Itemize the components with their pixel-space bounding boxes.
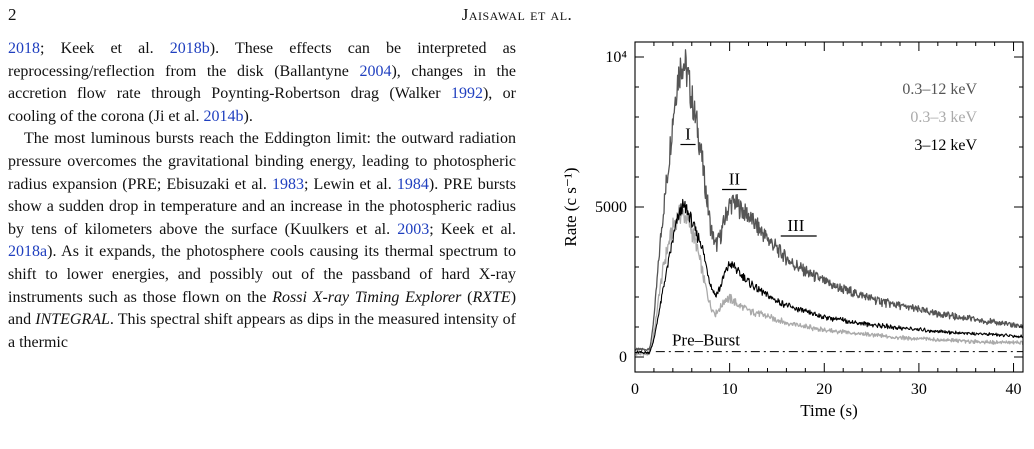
text-run: ). PRE bursts show a sudden drop in temp… [8,175,517,238]
y-tick-label: 0 [619,349,627,366]
series-line-0 [634,49,1024,352]
legend-entry: 0.3–3 keV [910,109,977,126]
y-tick-label: 10⁴ [605,49,627,66]
annotation-label: Pre–Burst [672,331,740,350]
annotation-label: III [787,216,804,235]
text-run: ). [243,107,253,125]
x-tick-label: 30 [911,381,927,398]
text-run: ), changes in the accretion flow rate th… [8,62,517,103]
legend-entry: 0.3–12 keV [902,81,977,98]
paragraph-1: 2018; Keek et al. 2018b). These effects … [8,38,516,128]
text-run: ). As it expands, the photosphere cools … [8,243,516,306]
citation-link[interactable]: 2018b [169,40,210,57]
series-layer [634,49,1024,356]
citation-link[interactable]: 2018 [8,40,40,57]
citation-link[interactable]: 2004 [359,62,392,80]
y-tick-label: 5000 [595,199,627,216]
x-axis-label: Time (s) [800,401,857,420]
annotation-label: II [729,170,741,189]
x-tick-label: 20 [816,381,832,398]
citation-link[interactable]: 2018a [8,243,48,261]
italic-text: Rossi X-ray Timing Explorer [272,288,462,306]
text-run: ( [461,288,473,306]
series-line-2 [634,198,1024,355]
axis-layer: 0 10 20 30 40 0 5000 10⁴ Time (s) Rate (c s⁻¹) [561,41,1024,420]
x-tick-label: 10 [722,381,738,398]
x-tick-label: 40 [1006,381,1022,398]
text-run: ; Keek et al. [429,220,517,238]
italic-text: INTEGRAL [35,311,110,329]
text-run: ; Lewin et al. [303,175,397,193]
legend-entry: 3–12 keV [914,137,977,154]
paragraph-2: The most luminous bursts reach the Eddin… [8,128,516,354]
page-number: 2 [8,5,17,24]
y-axis-label: Rate (c s⁻¹) [561,167,580,246]
citation-link[interactable]: 2014b [203,107,244,125]
text-run: ), or cooling of the corona (Ji et al. [8,85,516,125]
text-run: ). These effects can be interpreted as r… [8,40,517,80]
italic-text: RXTE [472,288,511,306]
text-run: ; Keek et al. [40,40,170,57]
citation-link[interactable]: 1983 [271,175,304,193]
running-head: Jaisawal et al. [461,5,573,24]
x-tick-label: 0 [631,381,639,398]
series-line-1 [634,204,1024,356]
text-run: The most luminous bursts reach the Eddin… [8,130,516,193]
text-run: ) and [8,288,517,329]
annotation-label: I [685,125,691,144]
body-text-column: 2018; Keek et al. 2018b). These effects … [8,38,516,354]
citation-link[interactable]: 2003 [397,220,430,238]
text-run: . This spectral shift appears as dips in… [8,311,516,351]
citation-link[interactable]: 1992 [450,85,483,103]
citation-link[interactable]: 1984 [396,175,429,193]
